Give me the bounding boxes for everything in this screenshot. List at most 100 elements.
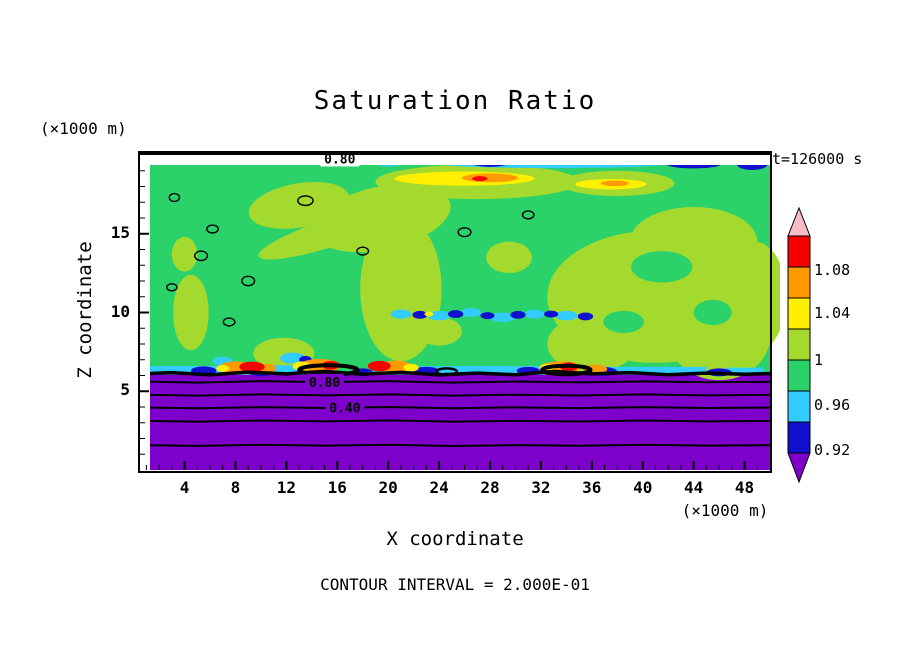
timestamp-label: t=126000 s bbox=[772, 150, 863, 168]
x-tick-label: 12 bbox=[276, 478, 296, 497]
fill-region-chartreuse bbox=[416, 317, 462, 346]
contour-speckle bbox=[356, 246, 370, 256]
x-tick-label: 20 bbox=[378, 478, 398, 497]
contour-speckle bbox=[206, 224, 219, 234]
x-tick-label: 40 bbox=[633, 478, 653, 497]
fill-region-green bbox=[603, 310, 644, 333]
colorbar-segment-green bbox=[787, 359, 811, 392]
field-regions bbox=[140, 158, 780, 470]
fill-region-blue bbox=[666, 165, 721, 169]
contour-speckle bbox=[168, 192, 181, 203]
fill-region-blue bbox=[577, 312, 594, 321]
colorbar-segment-orange bbox=[787, 266, 811, 299]
fill-region-chartreuse bbox=[722, 241, 780, 352]
colorbar-segment-blue bbox=[787, 421, 811, 454]
fill-region-orange bbox=[600, 180, 629, 187]
z-axis-units-label: (×1000 m) bbox=[40, 119, 127, 138]
fill-region-cyan bbox=[427, 310, 451, 321]
z-tick-label: 5 bbox=[120, 380, 130, 400]
x-tick-label: 28 bbox=[480, 478, 500, 497]
x-tick-label: 24 bbox=[429, 478, 449, 497]
fill-region-chartreuse bbox=[258, 201, 417, 260]
fill-region-cyan bbox=[554, 310, 578, 321]
contour-line bbox=[150, 393, 771, 397]
contour-field-plot: 0.80 0.80 0.40 bbox=[140, 150, 780, 470]
fill-region-green bbox=[693, 299, 732, 326]
colorbar-tick-label: 0.92 bbox=[814, 441, 851, 459]
fill-region-cyan bbox=[213, 158, 233, 164]
contour-speckle bbox=[457, 227, 472, 238]
colorbar-segment-chartreuse bbox=[787, 328, 811, 361]
x-tick-label: 44 bbox=[683, 478, 704, 497]
fill-region-yellow bbox=[216, 364, 230, 372]
fill-region-yellow bbox=[424, 311, 434, 317]
contour-value-label: 0.40 bbox=[329, 402, 360, 417]
contour-blob bbox=[540, 363, 593, 377]
fill-region-blue bbox=[510, 310, 526, 319]
colorbar-segment-red bbox=[787, 235, 811, 268]
contour-speckle bbox=[297, 195, 314, 207]
x-tick-label: 16 bbox=[327, 478, 347, 497]
contour-value-label: 0.80 bbox=[309, 376, 340, 391]
contour-speckle bbox=[241, 275, 256, 287]
fill-region-cyan bbox=[377, 165, 400, 167]
fill-region-cyan bbox=[591, 366, 707, 375]
colorbar-tick-label: 1.08 bbox=[814, 261, 851, 279]
fill-region-blue bbox=[412, 310, 428, 319]
x-tick-label: 32 bbox=[531, 478, 551, 497]
colorbar-segment-cyan bbox=[787, 390, 811, 423]
fill-region-yellow bbox=[403, 363, 419, 372]
z-tick-label: 10 bbox=[110, 301, 130, 321]
contour-speckle bbox=[194, 250, 209, 262]
fill-region-blue bbox=[736, 165, 768, 170]
contour-speckle bbox=[166, 283, 178, 292]
fill-region-green bbox=[631, 251, 693, 283]
contour-line bbox=[150, 406, 771, 410]
fill-region-cyan bbox=[460, 308, 482, 317]
fill-region-cyan bbox=[725, 367, 764, 375]
fill-region-cyan bbox=[407, 366, 541, 375]
x-axis-units-label: (×1000 m) bbox=[681, 501, 769, 520]
contour-value-label: 0.80 bbox=[324, 152, 355, 167]
colorbar bbox=[787, 206, 811, 484]
contour-label-bg bbox=[305, 373, 344, 390]
colorbar-tick-label: 0.96 bbox=[814, 396, 851, 414]
x-tick-label: 4 bbox=[179, 478, 190, 497]
contour-line bbox=[150, 419, 771, 423]
fill-region-blue bbox=[473, 165, 507, 167]
contour-line bbox=[150, 369, 771, 377]
fill-region-blue bbox=[480, 312, 495, 320]
x-tick-label: 8 bbox=[230, 478, 241, 497]
colorbar-arrow-down bbox=[787, 452, 811, 484]
fill-region-chartreuse bbox=[248, 181, 350, 229]
x-tick-label: 48 bbox=[734, 478, 755, 497]
contour-line bbox=[140, 158, 770, 160]
contour-interval-note: CONTOUR INTERVAL = 2.000E-01 bbox=[320, 575, 590, 594]
contour-speckle bbox=[222, 317, 236, 327]
fill-region-chartreuse bbox=[486, 241, 532, 274]
x-tick-label: 36 bbox=[582, 478, 602, 497]
fill-region-cyan bbox=[524, 309, 545, 319]
fill-region-cyan bbox=[490, 312, 516, 322]
z-tick-label: 15 bbox=[110, 222, 130, 242]
colorbar-tick-label: 1 bbox=[814, 351, 824, 369]
contour-line bbox=[150, 443, 771, 448]
fill-region-blue bbox=[544, 310, 559, 318]
fill-region-cyan bbox=[280, 352, 306, 364]
contour-label-bg bbox=[325, 399, 365, 416]
field-overlays: 0.80 0.80 0.40 bbox=[140, 150, 758, 470]
fill-region-cyan bbox=[390, 309, 412, 319]
colorbar-segment-yellow bbox=[787, 297, 811, 330]
page-title: Saturation Ratio bbox=[313, 86, 597, 116]
fill-region-cyan bbox=[273, 365, 312, 375]
contour-blob bbox=[435, 367, 459, 376]
colorbar-tick-label: 1.04 bbox=[814, 304, 851, 322]
fill-region-red bbox=[367, 360, 391, 372]
fill-region-cyan bbox=[444, 165, 663, 169]
colorbar-arrow-up bbox=[787, 206, 811, 237]
fill-region-chartreuse bbox=[171, 236, 198, 272]
fill-region-red bbox=[472, 176, 488, 182]
fill-region-red bbox=[239, 361, 265, 373]
fill-region-chartreuse bbox=[173, 274, 209, 351]
